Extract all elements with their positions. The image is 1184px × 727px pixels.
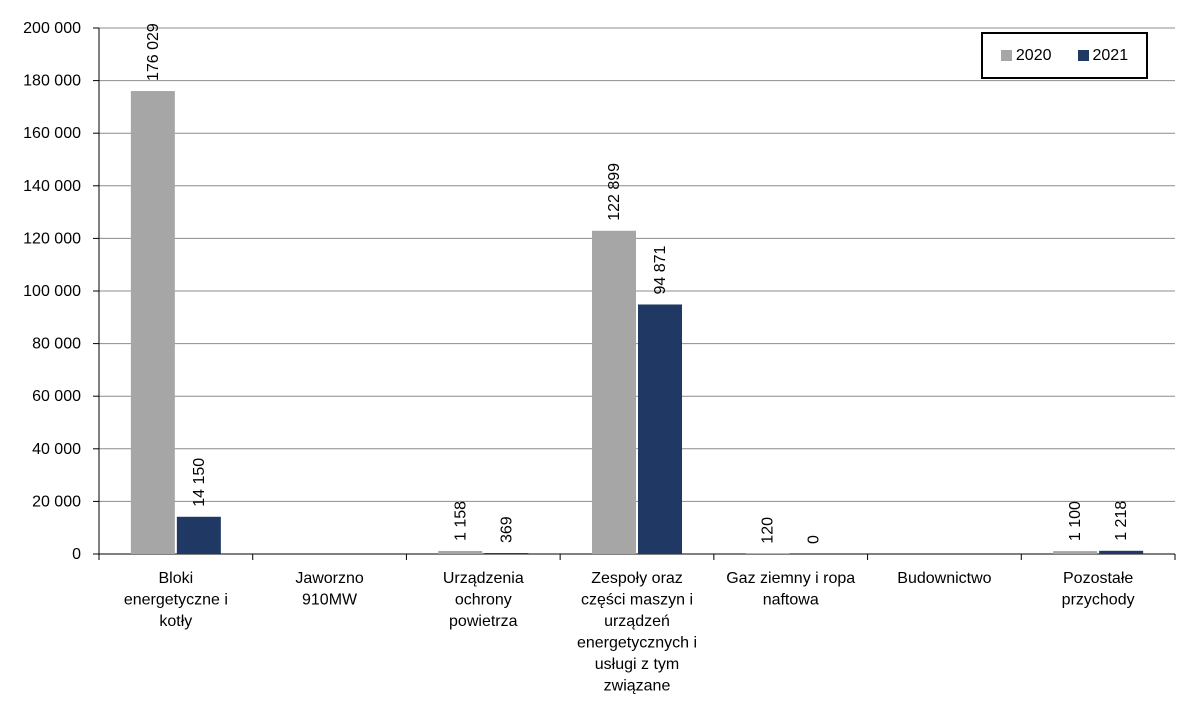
y-tick-label: 80 000 [32,336,81,353]
data-label-2021: 0 [806,535,823,544]
legend-label-2021: 2021 [1093,47,1129,65]
bar-2020 [438,551,482,554]
bar-2020 [592,231,636,554]
bar-2021 [638,304,682,554]
bar-2021 [484,553,528,554]
bar-2021 [177,517,221,554]
legend-entry-2021: 2021 [1078,47,1129,65]
y-tick-label: 60 000 [32,388,81,405]
bar-2020 [131,91,175,554]
data-label-2021: 14 150 [191,458,208,507]
y-tick-label: 20 000 [32,493,81,510]
data-label-2020: 120 [760,517,777,544]
y-tick-label: 40 000 [32,441,81,458]
data-label-2020: 122 899 [606,163,623,221]
data-label-2021: 1 218 [1113,501,1130,541]
data-label-2020: 176 029 [145,23,162,81]
y-tick-label: 120 000 [23,230,81,247]
legend-swatch-2021 [1078,50,1089,61]
data-label-2021: 94 871 [652,245,669,294]
x-category-label: Budownictwo [897,570,991,587]
bar-2020 [1053,551,1097,554]
y-tick-label: 140 000 [23,178,81,195]
y-tick-label: 100 000 [23,283,81,300]
legend-entry-2020: 2020 [1001,47,1052,65]
data-label-2020: 1 100 [1067,501,1084,541]
data-label-2021: 369 [498,516,515,543]
y-tick-label: 0 [72,546,81,563]
y-tick-label: 200 000 [23,20,81,37]
y-tick-label: 180 000 [23,73,81,90]
chart-legend: 2020 2021 [981,32,1148,79]
bar-2021 [1099,551,1143,554]
legend-label-2020: 2020 [1016,47,1052,65]
data-label-2020: 1 158 [452,501,469,541]
legend-swatch-2020 [1001,50,1012,61]
y-tick-label: 160 000 [23,125,81,142]
